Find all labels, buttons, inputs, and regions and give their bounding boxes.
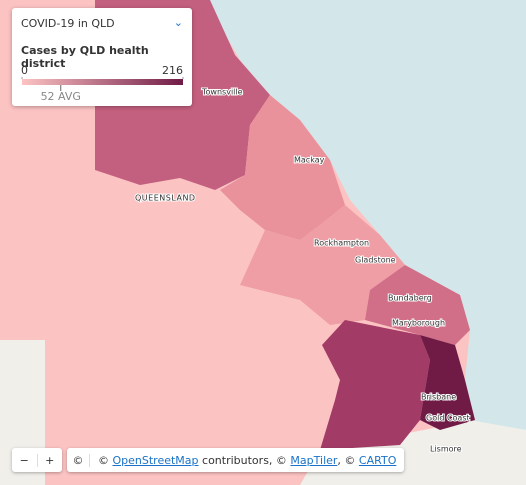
place-label: Brisbane: [421, 393, 456, 402]
attribution-text: contributors, ©: [198, 453, 291, 467]
region: [320, 320, 430, 450]
place-label: Lismore: [430, 445, 462, 454]
link[interactable]: MapTiler: [290, 453, 338, 467]
legend-scale: 52 AVG: [21, 77, 184, 103]
region: [220, 95, 345, 240]
zoom-in[interactable]: +: [36, 453, 63, 467]
legend-subtitle: Cases by QLD health district: [21, 44, 149, 70]
region: [365, 265, 470, 345]
legend-min: 0: [21, 64, 28, 77]
region: [240, 205, 405, 325]
legend-max: 216: [162, 64, 183, 77]
place-label: Mackay: [294, 156, 325, 165]
info-button[interactable]: ©: [67, 453, 90, 467]
link[interactable]: CARTO: [358, 453, 397, 467]
attribution: © © OpenStreetMap contributors, © MapTil…: [67, 448, 405, 472]
legend-title: COVID-19 in QLD: [21, 17, 115, 30]
place-label: Gladstone: [355, 256, 396, 265]
place-label: Bundaberg: [388, 294, 432, 303]
place-label: Gold Coast: [426, 414, 470, 423]
region: [420, 335, 475, 430]
zoom-out[interactable]: −: [19, 453, 29, 467]
place-label: QUEENSLAND: [135, 194, 196, 203]
attribution-text: ©: [98, 453, 113, 467]
zoom-controls: − +: [12, 448, 62, 472]
legend: COVID-19 in QLD ⌄ Cases by QLD health di…: [12, 8, 192, 106]
place-label: Townsville: [201, 88, 243, 97]
place-label: Maryborough: [392, 319, 445, 328]
link[interactable]: OpenStreetMap: [112, 453, 199, 467]
legend-bar: [22, 79, 183, 85]
place-label: Rockhampton: [314, 239, 369, 248]
attribution-text: , ©: [337, 453, 359, 467]
avg-label: 52 AVG: [41, 90, 81, 103]
collapse-button[interactable]: ⌄: [173, 16, 183, 29]
